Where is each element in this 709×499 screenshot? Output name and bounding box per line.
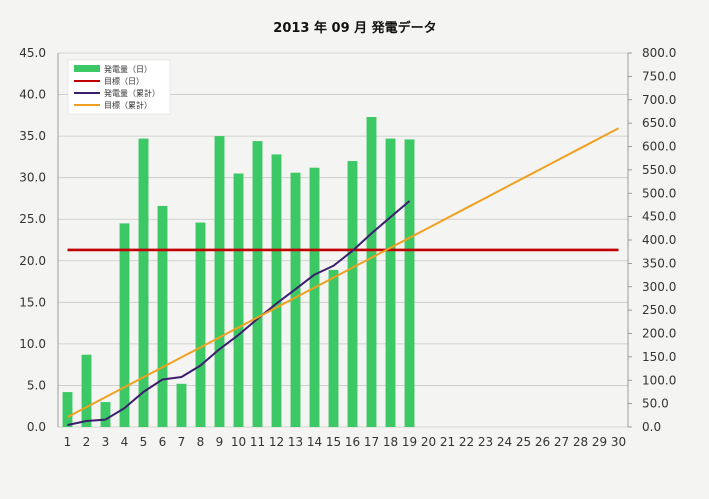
y-right-tick-label: 50.0 <box>642 397 669 411</box>
bar <box>252 141 263 427</box>
legend-label: 目標（累計） <box>104 100 152 110</box>
x-tick-label: 14 <box>307 435 322 449</box>
x-tick-label: 3 <box>102 435 110 449</box>
x-tick-label: 1 <box>64 435 72 449</box>
legend-label: 目標（日） <box>104 76 144 86</box>
x-tick-label: 21 <box>440 435 455 449</box>
bar <box>233 173 244 427</box>
x-tick-label: 7 <box>178 435 186 449</box>
series-line <box>67 200 411 427</box>
line-layer <box>67 127 619 427</box>
x-tick-label: 2 <box>83 435 91 449</box>
x-tick-label: 26 <box>535 435 550 449</box>
y-right-tick-label: 150.0 <box>642 350 676 364</box>
y-right-tick-label: 100.0 <box>642 373 676 387</box>
y-right-tick-label: 0.0 <box>642 420 661 434</box>
x-tick-label: 9 <box>216 435 224 449</box>
axis-layer: 0.0 5.0 10.0 15.0 20.0 25.0 30.0 35.0 40.0 45.0 0.… <box>19 46 676 449</box>
series-line <box>67 127 619 418</box>
x-tick-label: 6 <box>159 435 167 449</box>
bar <box>157 205 168 427</box>
x-tick-label: 18 <box>383 435 398 449</box>
x-tick-label: 30 <box>611 435 626 449</box>
bar <box>62 392 73 427</box>
bar <box>176 383 187 427</box>
y-right-tick-label: 800.0 <box>642 46 676 60</box>
x-tick-label: 8 <box>197 435 205 449</box>
x-tick-label: 13 <box>288 435 303 449</box>
y-right-tick-label: 300.0 <box>642 280 676 294</box>
y-left-tick-label: 25.0 <box>19 212 46 226</box>
x-tick-label: 23 <box>478 435 493 449</box>
bar <box>347 161 358 428</box>
bar <box>271 154 282 427</box>
legend-items: 発電量（日） 目標（日） 発電量（累計） 目標（累計） <box>74 65 160 110</box>
x-tick-label: 11 <box>250 435 265 449</box>
bar <box>81 354 92 427</box>
bar <box>138 138 149 428</box>
y-left-tick-label: 15.0 <box>19 295 46 309</box>
legend-label: 発電量（日） <box>104 65 152 74</box>
x-tick-label: 19 <box>402 435 417 449</box>
x-tick-label: 15 <box>326 435 341 449</box>
y-right-tick-label: 600.0 <box>642 140 676 154</box>
x-tick-label: 22 <box>459 435 474 449</box>
x-tick-label: 27 <box>554 435 569 449</box>
x-tick-label: 24 <box>497 435 512 449</box>
x-tick-label: 12 <box>269 435 284 449</box>
x-tick-label: 25 <box>516 435 531 449</box>
y-left-tick-label: 35.0 <box>19 129 46 143</box>
bar <box>309 167 320 427</box>
y-right-tick-label: 700.0 <box>642 93 676 107</box>
bar-layer <box>62 116 415 428</box>
legend: 発電量（日） 目標（日） 発電量（累計） 目標（累計） <box>67 59 171 115</box>
y-right-tick-label: 250.0 <box>642 303 676 317</box>
y-left-tick-label: 45.0 <box>19 46 46 60</box>
y-right-tick-label: 650.0 <box>642 116 676 130</box>
y-left-tick-label: 0.0 <box>27 420 46 434</box>
y-right-tick-label: 500.0 <box>642 186 676 200</box>
bar <box>195 222 206 427</box>
legend-label: 発電量（累計） <box>104 88 160 98</box>
legend-swatch <box>74 65 100 72</box>
bar <box>366 116 377 428</box>
x-tick-label: 29 <box>592 435 607 449</box>
y-right-tick-label: 550.0 <box>642 163 676 177</box>
bar <box>214 136 225 427</box>
bar <box>290 172 301 427</box>
x-tick-label: 16 <box>345 435 360 449</box>
y-right-tick-label: 750.0 <box>642 69 676 83</box>
x-tick-label: 28 <box>573 435 588 449</box>
y-left-tick-label: 10.0 <box>19 337 46 351</box>
bar <box>385 138 396 428</box>
x-tick-label: 10 <box>231 435 246 449</box>
bar <box>404 139 415 428</box>
chart-title: 2013 年 09 月 発電データ <box>273 20 436 36</box>
y-left-tick-label: 30.0 <box>19 171 46 185</box>
y-right-tick-label: 350.0 <box>642 256 676 270</box>
y-left-tick-label: 20.0 <box>19 254 46 268</box>
x-tick-label: 17 <box>364 435 379 449</box>
y-right-tick-label: 400.0 <box>642 233 676 247</box>
bar <box>328 269 339 427</box>
bar <box>119 223 130 427</box>
y-right-tick-label: 450.0 <box>642 210 676 224</box>
x-tick-label: 20 <box>421 435 436 449</box>
bar <box>100 402 111 427</box>
y-left-tick-label: 40.0 <box>19 88 46 102</box>
x-tick-label: 5 <box>140 435 148 449</box>
x-tick-label: 4 <box>121 435 129 449</box>
y-left-tick-label: 5.0 <box>27 378 46 392</box>
y-right-tick-label: 200.0 <box>642 327 676 341</box>
